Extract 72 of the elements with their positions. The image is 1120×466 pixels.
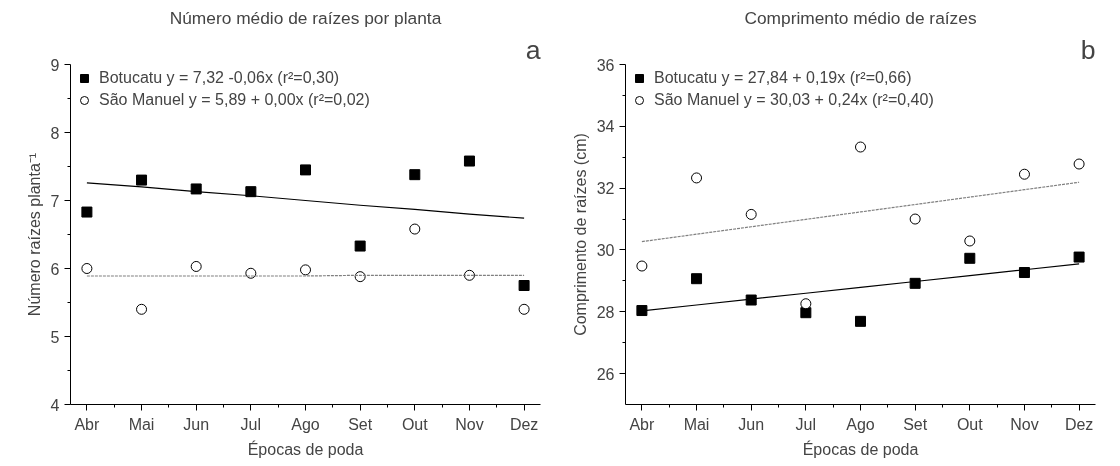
point: [518, 303, 530, 315]
point: [1073, 251, 1085, 263]
text: b: [1080, 34, 1096, 65]
x-tick-label: Nov: [455, 415, 484, 433]
legend-label: São Manuel y = 5,89 + 0,00x (r²=0,02): [99, 91, 370, 109]
point: [855, 141, 866, 153]
point: [636, 305, 648, 317]
legend-label: Botucatu y = 7,32 -0,06x (r²=0,30): [99, 69, 340, 87]
y-tick-label: 34: [596, 118, 615, 136]
x-tick-label: Nov: [1010, 415, 1039, 433]
x-axis-title: Épocas de poda: [247, 439, 364, 458]
y-tick-label: 7: [50, 192, 60, 210]
point: [909, 213, 921, 225]
point: [409, 169, 421, 181]
y-tick-label: 36: [596, 56, 615, 74]
legend-label: Botucatu y = 27,84 + 0,19x (r²=0,66): [654, 69, 912, 87]
y-axis-title: Comprimento de raízes (cm): [571, 133, 589, 336]
x-tick-label: Set: [348, 415, 373, 433]
x-tick-label: Jun: [183, 415, 210, 433]
point: [190, 260, 202, 272]
point: [81, 263, 93, 274]
y-tick-label: 26: [596, 365, 615, 383]
point: [300, 164, 311, 176]
x-tick-label: Out: [401, 415, 429, 433]
chart-title: Comprimento médio de raízes: [744, 7, 977, 28]
x-axis-title: Épocas de poda: [802, 439, 919, 458]
x-tick-label: Abr: [74, 415, 101, 433]
point: [518, 280, 530, 291]
point: [800, 298, 812, 310]
x-tick-label: Set: [903, 415, 928, 433]
point: [81, 206, 93, 218]
legend-label: São Manuel y = 30,03 + 0,24x (r²=0,40): [654, 91, 934, 109]
point: [855, 315, 866, 327]
point: [964, 235, 976, 247]
x-tick-label: Out: [956, 415, 984, 433]
x-tick-label: Ago: [846, 415, 875, 433]
point: [190, 183, 202, 195]
point: [691, 172, 703, 184]
point: [463, 155, 475, 167]
point: [745, 294, 757, 306]
point: [745, 208, 757, 220]
y-tick-label: 32: [596, 180, 615, 198]
y-tick-label: 28: [596, 303, 615, 321]
point: [136, 174, 148, 186]
y-axis-title: Número raízes planta⁻¹: [25, 152, 43, 317]
x-tick-label: Abr: [629, 415, 656, 433]
point: [409, 223, 421, 235]
point: [300, 264, 311, 276]
x-tick-label: Jul: [240, 415, 262, 433]
point: [636, 260, 648, 272]
x-tick-label: Dez: [1064, 415, 1094, 433]
x-tick-label: Mai: [683, 415, 710, 433]
point: [964, 252, 976, 264]
line-series: [641, 181, 1080, 243]
y-tick-label: 6: [50, 260, 60, 278]
y-tick-label: 9: [50, 56, 60, 74]
point: [1018, 168, 1030, 180]
x-tick-label: Ago: [291, 415, 320, 433]
x-tick-label: Dez: [509, 415, 539, 433]
point: [354, 240, 366, 252]
x-tick-label: Jun: [738, 415, 765, 433]
point: [1073, 158, 1085, 170]
y-tick-label: 5: [50, 328, 60, 346]
x-tick-label: Jul: [795, 415, 817, 433]
y-tick-label: 8: [50, 124, 60, 142]
x-tick-label: Mai: [128, 415, 155, 433]
point: [136, 303, 148, 315]
point: [691, 273, 703, 285]
y-tick-label: 4: [50, 396, 60, 414]
y-tick-label: 30: [596, 241, 615, 259]
chart-title: Número médio de raízes por planta: [169, 7, 442, 28]
annotation: a: [525, 34, 541, 65]
